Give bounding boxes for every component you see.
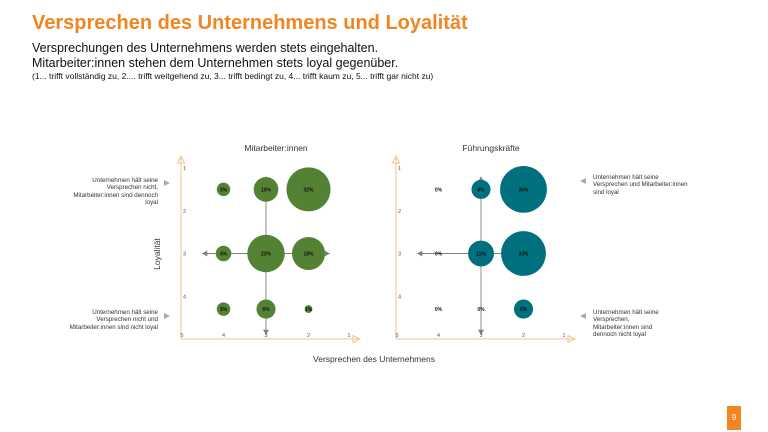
bubble-label: 0%: [477, 307, 485, 313]
x-tick-label: 3: [479, 333, 482, 339]
page-number: 9: [727, 406, 741, 430]
statement-loyalty: Mitarbeiter:innen stehen dem Unternehmen…: [32, 56, 399, 70]
bubble-label: 10%: [261, 187, 272, 193]
bubble: [501, 231, 546, 276]
bubble: [216, 182, 231, 197]
bubble-label: 4%: [220, 252, 228, 258]
x-tick-label: 1: [347, 333, 350, 339]
bubble-label: 6%: [477, 187, 485, 193]
x-tick-label: 5: [395, 333, 398, 339]
bubble-label: 32%: [303, 187, 314, 193]
chart-title: Führungskräfte: [462, 143, 519, 153]
chart-title: Mitarbeiter:innen: [244, 143, 308, 153]
x-tick-label: 2: [307, 333, 310, 339]
x-tick-label: 4: [437, 333, 440, 339]
x-tick-label: 5: [180, 333, 183, 339]
crosshair-down-arrow-icon: [263, 329, 269, 335]
note-bottom-right: Unternehmen hält seine Versprechen, Mita…: [593, 309, 659, 339]
crosshair-right-arrow-icon: [324, 250, 330, 257]
y-tick-label: 2: [398, 209, 401, 215]
x-tick-label: 2: [522, 333, 525, 339]
bubble-label: 3%: [220, 307, 228, 313]
note-top-left: Unternehmen hält seine Versprechen nicht…: [73, 177, 158, 207]
arrow-right-icon: [164, 313, 170, 319]
bubble: [215, 245, 232, 262]
bubble-label: 0%: [435, 187, 443, 193]
x-tick-label: 1: [562, 333, 565, 339]
scale-legend: (1... trifft vollständig zu, 2.... triff…: [32, 71, 434, 81]
bubble: [256, 299, 276, 319]
arrow-left-icon: [580, 313, 586, 319]
bubble-label: 18%: [303, 252, 314, 258]
crosshair-left-arrow-icon: [417, 250, 423, 257]
y-axis-arrow-icon: [176, 154, 186, 164]
chart-fuehrungskraefte: 5 4 3 2 1 1 2 3 4 Führungskräfte 0% 6% 36% 0% 11% 33% 0%…: [391, 143, 577, 344]
y-tick-label: 4: [398, 294, 401, 300]
y-tick-label: 1: [183, 166, 186, 172]
chart-mitarbeiter: 5 4 3 2 1 1 2 3 4 Mitarbeiter:innen 3% 10% 32% 4% 23% 1…: [176, 143, 362, 344]
note-bottom-left: Unternehmen hält seine Versprechen nicht…: [69, 309, 158, 331]
bubble-label: 6%: [520, 307, 528, 313]
y-axis-arrow-icon: [391, 154, 401, 164]
bubble: [216, 302, 231, 316]
note-top-right: Unternehmen hält seine Versprechen und M…: [593, 174, 688, 196]
page-title: Versprechen des Unternehmens und Loyalit…: [32, 12, 468, 34]
crosshair-down-arrow-icon: [478, 329, 484, 335]
y-tick-label: 2: [183, 209, 186, 215]
bubble: [247, 234, 285, 273]
x-axis-arrow-icon: [567, 334, 577, 344]
x-axis-label: Versprechen des Unternehmens: [313, 354, 435, 364]
bubble: [304, 305, 313, 313]
arrow-left-icon: [580, 178, 586, 184]
y-tick-label: 4: [183, 294, 186, 300]
bubble-label: 3%: [220, 187, 228, 193]
bubble: [291, 236, 326, 271]
crosshair-left-arrow-icon: [202, 250, 208, 257]
bubble-label: 6%: [262, 307, 270, 313]
y-tick-label: 3: [398, 252, 401, 258]
bubble: [286, 167, 331, 212]
y-tick-label: 1: [398, 166, 401, 172]
bubble: [500, 165, 547, 213]
bubble-label: 33%: [518, 252, 529, 258]
arrow-right-icon: [164, 180, 170, 186]
bubble-label: 0%: [435, 307, 443, 313]
bubble: [471, 179, 491, 199]
bubble: [513, 299, 534, 319]
bubble-label: 11%: [476, 252, 486, 258]
y-tick-label: 3: [183, 252, 186, 258]
x-tick-label: 3: [264, 333, 267, 339]
statement-promise: Versprechungen des Unternehmens werden s…: [32, 41, 379, 55]
bubble: [253, 177, 279, 202]
bubble-label: 0%: [435, 252, 443, 258]
y-axis-label: Loyalität: [152, 238, 162, 270]
bubble: [468, 240, 494, 267]
bubble-label: 36%: [518, 187, 529, 193]
bubble-label: 1%: [305, 307, 313, 313]
x-tick-label: 4: [222, 333, 225, 339]
bubble-label: 23%: [261, 252, 272, 258]
x-axis-arrow-icon: [352, 334, 362, 344]
